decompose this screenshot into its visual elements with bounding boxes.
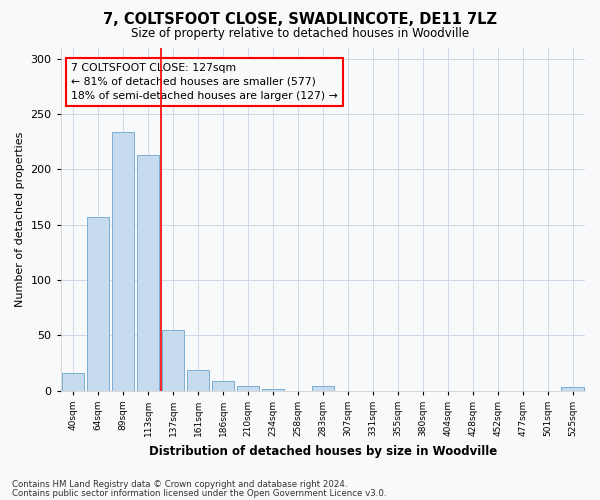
- Y-axis label: Number of detached properties: Number of detached properties: [15, 132, 25, 307]
- Bar: [87, 217, 109, 391]
- Text: 7 COLTSFOOT CLOSE: 127sqm
← 81% of detached houses are smaller (577)
18% of semi: 7 COLTSFOOT CLOSE: 127sqm ← 81% of detac…: [71, 63, 338, 101]
- Text: Contains HM Land Registry data © Crown copyright and database right 2024.: Contains HM Land Registry data © Crown c…: [12, 480, 347, 489]
- Bar: [112, 132, 134, 391]
- Bar: [62, 373, 85, 391]
- Text: Size of property relative to detached houses in Woodville: Size of property relative to detached ho…: [131, 28, 469, 40]
- Bar: [561, 388, 584, 391]
- Bar: [187, 370, 209, 391]
- Bar: [137, 155, 160, 391]
- Bar: [212, 381, 234, 391]
- Bar: [262, 388, 284, 391]
- Bar: [162, 330, 184, 391]
- X-axis label: Distribution of detached houses by size in Woodville: Distribution of detached houses by size …: [149, 444, 497, 458]
- Bar: [311, 386, 334, 391]
- Text: Contains public sector information licensed under the Open Government Licence v3: Contains public sector information licen…: [12, 488, 386, 498]
- Text: 7, COLTSFOOT CLOSE, SWADLINCOTE, DE11 7LZ: 7, COLTSFOOT CLOSE, SWADLINCOTE, DE11 7L…: [103, 12, 497, 28]
- Bar: [237, 386, 259, 391]
